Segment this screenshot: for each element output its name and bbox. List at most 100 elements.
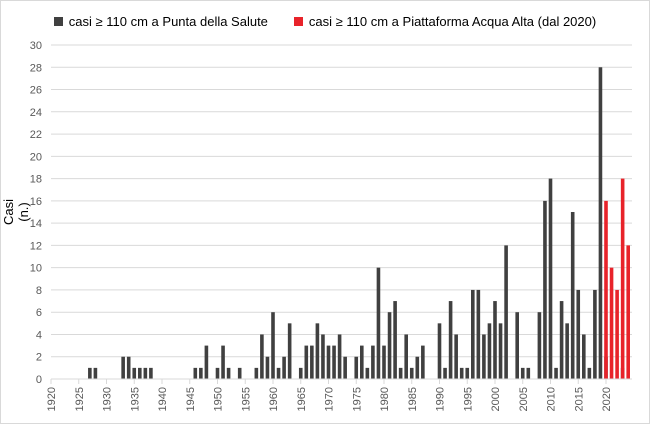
y-tick-label: 20 xyxy=(30,151,42,163)
bar-punta-salute xyxy=(393,301,397,379)
bar-punta-salute xyxy=(199,367,203,379)
bar-punta-salute xyxy=(287,323,292,379)
bar-punta-salute xyxy=(482,334,486,379)
legend-item-piattaforma: casi ≥ 110 cm a Piattaforma Acqua Alta (… xyxy=(293,14,597,29)
bar-punta-salute xyxy=(459,367,464,379)
bar-punta-salute xyxy=(593,289,597,379)
bar-punta-salute xyxy=(415,356,420,379)
bar-punta-salute xyxy=(387,312,392,379)
bar-punta-salute xyxy=(310,345,314,379)
bar-punta-salute xyxy=(570,212,575,379)
x-tick-label: 1935 xyxy=(129,387,141,411)
x-tick-label: 2020 xyxy=(601,387,613,411)
bar-punta-salute xyxy=(537,312,542,379)
bar-punta-salute xyxy=(226,367,231,379)
bar-punta-salute xyxy=(398,367,403,379)
y-tick-label: 26 xyxy=(30,85,42,97)
x-tick-label: 1965 xyxy=(296,387,308,411)
bar-punta-salute xyxy=(476,289,481,379)
x-tick-label: 1990 xyxy=(435,387,447,411)
bar-punta-salute xyxy=(132,367,137,379)
bar-punta-salute xyxy=(354,356,359,379)
bar-punta-salute xyxy=(365,367,370,379)
bar-punta-salute xyxy=(337,334,342,379)
x-tick-label: 1930 xyxy=(102,387,114,411)
x-tick-label: 1940 xyxy=(157,387,169,411)
y-tick-label: 12 xyxy=(30,240,42,252)
bar-punta-salute xyxy=(360,345,364,379)
bar-punta-salute xyxy=(326,345,331,379)
legend-swatch-piattaforma xyxy=(293,17,303,26)
bar-punta-salute xyxy=(254,367,259,379)
bar-piattaforma xyxy=(620,178,625,379)
bar-punta-salute xyxy=(343,356,347,379)
bar-punta-salute xyxy=(149,367,153,379)
bar-punta-salute xyxy=(126,356,131,379)
y-tick-label: 2 xyxy=(36,352,42,364)
bar-punta-salute xyxy=(543,200,547,379)
bar-punta-salute xyxy=(121,356,125,379)
bar-punta-salute xyxy=(143,367,148,379)
bar-punta-salute xyxy=(504,245,508,379)
bar-punta-salute xyxy=(498,323,503,379)
y-tick-label: 24 xyxy=(30,107,42,119)
bar-punta-salute xyxy=(421,345,425,379)
x-tick-label: 1925 xyxy=(74,387,86,411)
y-tick-label: 30 xyxy=(30,40,42,52)
bar-punta-salute xyxy=(576,289,581,379)
bar-punta-salute xyxy=(526,367,531,379)
x-tick-label: 1980 xyxy=(379,387,391,411)
bar-punta-salute xyxy=(265,356,270,379)
bar-punta-salute xyxy=(376,267,381,379)
x-tick-label: 1955 xyxy=(240,387,252,411)
bar-punta-salute xyxy=(304,345,309,379)
bar-punta-salute xyxy=(409,367,414,379)
bar-punta-salute xyxy=(332,345,336,379)
bar-punta-salute xyxy=(559,301,564,379)
bar-piattaforma xyxy=(609,267,614,379)
bar-punta-salute xyxy=(382,345,386,379)
bar-punta-salute xyxy=(404,334,408,379)
bar-punta-salute xyxy=(554,367,558,379)
bar-punta-salute xyxy=(448,301,453,379)
bar-punta-salute xyxy=(260,334,264,379)
bar-punta-salute xyxy=(493,301,497,379)
x-tick-label: 1945 xyxy=(185,387,197,411)
bar-punta-salute xyxy=(443,367,447,379)
bar-punta-salute xyxy=(271,312,275,379)
x-tick-label: 2010 xyxy=(546,387,558,411)
bar-punta-salute xyxy=(298,367,303,379)
y-tick-label: 8 xyxy=(36,285,42,297)
legend-label-piattaforma: casi ≥ 110 cm a Piattaforma Acqua Alta (… xyxy=(308,14,597,29)
bar-punta-salute xyxy=(471,289,475,379)
y-tick-label: 0 xyxy=(36,374,42,386)
x-tick-label: 1985 xyxy=(407,387,419,411)
bar-punta-salute xyxy=(93,367,98,379)
x-tick-label: 2000 xyxy=(490,387,502,411)
x-tick-label: 1970 xyxy=(324,387,336,411)
y-tick-label: 28 xyxy=(30,62,42,74)
bar-punta-salute xyxy=(315,323,320,379)
bar-punta-salute xyxy=(582,334,586,379)
bar-piattaforma xyxy=(604,200,608,379)
y-tick-label: 16 xyxy=(30,196,42,208)
bar-punta-salute xyxy=(515,312,519,379)
x-tick-label: 2015 xyxy=(573,387,585,411)
bar-punta-salute xyxy=(282,356,286,379)
bar-punta-salute xyxy=(520,367,525,379)
x-tick-label: 1975 xyxy=(351,387,363,411)
x-tick-label: 1920 xyxy=(46,387,58,411)
bar-punta-salute xyxy=(204,345,209,379)
y-tick-label: 4 xyxy=(36,329,42,341)
y-tick-label: 6 xyxy=(36,307,42,319)
bar-piattaforma xyxy=(615,289,619,379)
legend: casi ≥ 110 cm a Punta della Salute casi … xyxy=(0,14,650,29)
y-tick-label: 10 xyxy=(30,263,42,275)
bar-punta-salute xyxy=(215,367,220,379)
bar-punta-salute xyxy=(321,334,325,379)
y-tick-label: 14 xyxy=(30,218,42,230)
x-tick-label: 1995 xyxy=(462,387,474,411)
bar-punta-salute xyxy=(548,178,553,379)
